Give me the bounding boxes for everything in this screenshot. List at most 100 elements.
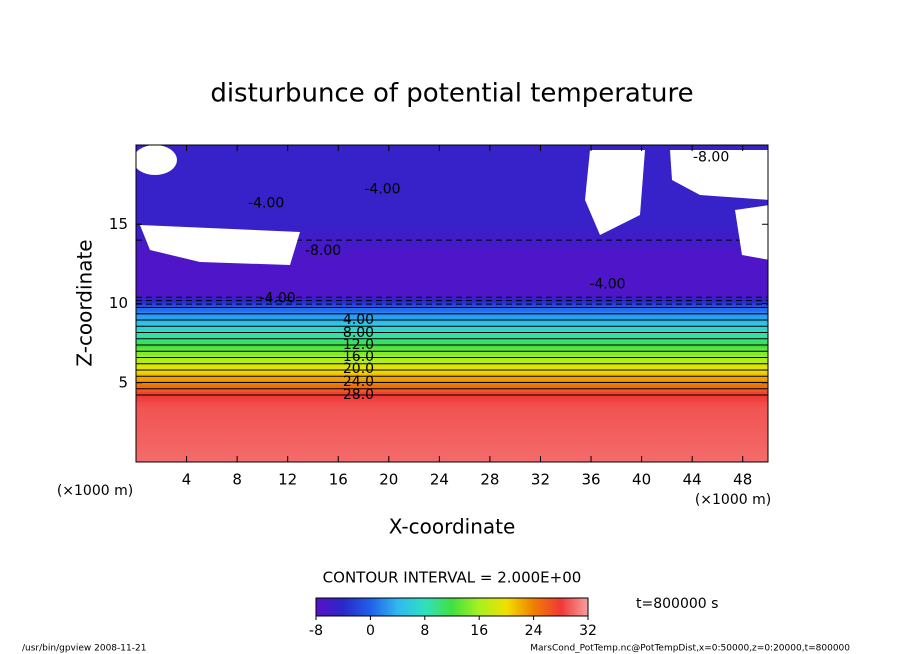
field-strip bbox=[136, 343, 768, 349]
field-strip bbox=[136, 448, 768, 451]
x-tick-label: 32 bbox=[531, 471, 550, 489]
contour-label: -8.00 bbox=[305, 243, 341, 259]
field-strip bbox=[136, 244, 768, 246]
field-strip bbox=[136, 282, 768, 285]
contour-label: -4.00 bbox=[259, 291, 295, 307]
field-strip bbox=[136, 260, 768, 264]
contour-label: 24.0 bbox=[343, 374, 374, 390]
field-strip bbox=[136, 376, 768, 381]
field-strip bbox=[136, 274, 768, 277]
field-strip bbox=[136, 429, 768, 433]
field-strip bbox=[136, 427, 768, 431]
contour-interval: CONTOUR INTERVAL = 2.000E+00 bbox=[323, 569, 582, 587]
x-tick-label: 44 bbox=[683, 471, 702, 489]
masked-area bbox=[136, 145, 177, 175]
contour-label: -4.00 bbox=[364, 181, 400, 197]
field-strip bbox=[136, 214, 768, 219]
field-strip bbox=[136, 279, 768, 282]
field-strip bbox=[136, 329, 768, 334]
field-strip bbox=[136, 438, 768, 442]
field-strip bbox=[136, 434, 768, 438]
colorbar-tick-label: 32 bbox=[579, 623, 597, 639]
field-strip bbox=[136, 443, 768, 447]
field-strip bbox=[136, 154, 768, 159]
field-strip bbox=[136, 362, 768, 367]
field-strip bbox=[136, 151, 768, 156]
field-strip bbox=[136, 225, 768, 228]
field-strip bbox=[136, 184, 768, 189]
field-strip bbox=[136, 234, 768, 237]
field-strip bbox=[136, 158, 768, 163]
colorbar bbox=[315, 597, 589, 617]
field-strip bbox=[136, 237, 768, 240]
field-strip bbox=[136, 365, 768, 370]
field-strip bbox=[136, 232, 768, 234]
field-strip bbox=[136, 406, 768, 410]
field-strip bbox=[136, 284, 768, 287]
field-strip bbox=[136, 257, 768, 260]
field-strip bbox=[136, 318, 768, 323]
field-strip bbox=[136, 322, 768, 327]
x-tick-label: 12 bbox=[278, 471, 297, 489]
field-strip bbox=[136, 311, 768, 316]
field-strip bbox=[136, 431, 768, 435]
field-strip bbox=[136, 161, 768, 166]
field-strip bbox=[136, 387, 768, 392]
field-strip bbox=[136, 264, 768, 267]
field-strip bbox=[136, 425, 768, 428]
field-strip bbox=[136, 241, 768, 244]
masked-area bbox=[670, 150, 768, 200]
x-tick-label: 28 bbox=[480, 471, 499, 489]
field-strip bbox=[136, 201, 768, 205]
field-strip bbox=[136, 272, 768, 275]
field-strip bbox=[136, 285, 768, 288]
field-strip bbox=[136, 267, 768, 270]
field-strip bbox=[136, 148, 768, 153]
field-strip bbox=[136, 270, 768, 273]
x-tick-label: 40 bbox=[632, 471, 651, 489]
field-strip bbox=[136, 254, 768, 257]
x-tick-label: 48 bbox=[733, 471, 752, 489]
field-strip bbox=[136, 181, 768, 186]
field-strip bbox=[136, 251, 768, 254]
field-strip bbox=[136, 269, 768, 272]
masked-area bbox=[136, 145, 768, 265]
field-strip bbox=[136, 450, 768, 454]
field-strip bbox=[136, 224, 768, 227]
field-strip bbox=[136, 217, 768, 222]
field-strip bbox=[136, 455, 768, 458]
field-strip bbox=[136, 253, 768, 256]
contour-label: -4.00 bbox=[248, 196, 284, 212]
contour-label: 12.0 bbox=[343, 337, 374, 353]
field-strip bbox=[136, 204, 768, 209]
y-axis-label: Z-coordinate bbox=[73, 239, 97, 366]
field-strip bbox=[136, 250, 768, 253]
field-strip bbox=[136, 164, 768, 169]
field-strip bbox=[136, 280, 768, 283]
x-tick-label: 16 bbox=[329, 471, 348, 489]
field-strip bbox=[136, 242, 768, 245]
contour-label: -4.00 bbox=[589, 276, 625, 292]
x-tick-label: 24 bbox=[430, 471, 449, 489]
field-strip bbox=[136, 292, 768, 295]
field-strip bbox=[136, 354, 768, 359]
field-strip bbox=[136, 445, 768, 449]
field-strip bbox=[136, 441, 768, 445]
colorbar-tick-label: -8 bbox=[309, 623, 323, 639]
field-strip bbox=[136, 246, 768, 249]
contour-label: 16.0 bbox=[343, 349, 374, 365]
field-strip bbox=[136, 211, 768, 215]
x-unit: (×1000 m) bbox=[695, 492, 771, 508]
footer-right: MarsCond_PotTemp.nc@PotTempDist,x=0:5000… bbox=[530, 644, 850, 654]
field-strip bbox=[136, 207, 768, 212]
field-strip bbox=[136, 384, 768, 389]
field-strip bbox=[136, 287, 768, 290]
masked-area bbox=[585, 150, 645, 235]
y-tick-label: 15 bbox=[109, 215, 128, 233]
x-tick-label: 8 bbox=[232, 471, 242, 489]
field-strip bbox=[136, 275, 768, 278]
contour-label: 8.00 bbox=[343, 325, 374, 341]
field-strip bbox=[136, 220, 768, 225]
field-strip bbox=[136, 411, 768, 414]
field-strip bbox=[136, 288, 768, 292]
